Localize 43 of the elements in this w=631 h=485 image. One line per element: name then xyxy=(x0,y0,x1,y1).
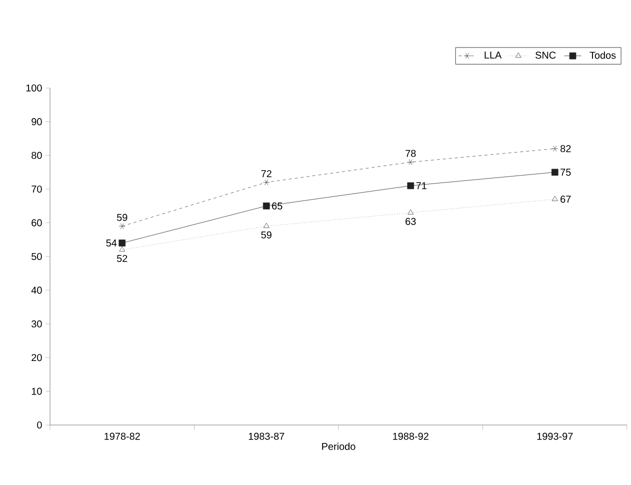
point xyxy=(551,168,558,176)
point xyxy=(263,222,270,228)
data-label: 71 xyxy=(416,182,426,190)
data-label: 75 xyxy=(560,168,571,176)
data-label: 65 xyxy=(272,202,282,210)
data-label: 82 xyxy=(560,145,571,152)
y-tick-label: 90 xyxy=(32,118,42,126)
point xyxy=(551,146,558,152)
y-tick-label: 20 xyxy=(32,354,42,362)
point xyxy=(407,159,414,166)
point xyxy=(408,209,414,214)
point xyxy=(118,240,126,246)
y-tick-label: 70 xyxy=(32,186,42,193)
point xyxy=(407,182,414,190)
data-label: 59 xyxy=(261,231,272,238)
y-tick-label: 60 xyxy=(32,219,42,226)
data-label: 54 xyxy=(106,240,117,246)
x-tick-label: 1988-92 xyxy=(393,432,428,440)
legend-label: LLA xyxy=(484,52,502,59)
y-tick-label: 10 xyxy=(32,388,42,395)
y-tick-label: 100 xyxy=(26,84,42,92)
y-tick-label: 50 xyxy=(32,252,42,260)
x-tick-label: 1993-97 xyxy=(537,432,573,440)
legend-label: SNC xyxy=(536,52,556,59)
x-tick-label: 1978-82 xyxy=(104,432,140,440)
point xyxy=(552,196,558,202)
data-label: 63 xyxy=(406,218,416,225)
y-tick-label: 40 xyxy=(31,286,42,294)
data-label: 78 xyxy=(406,150,416,157)
y-tick-label: 0 xyxy=(37,421,42,429)
legend-label: Todos xyxy=(590,52,616,59)
point xyxy=(119,246,126,252)
x-axis-title: Periodo xyxy=(322,442,356,450)
y-tick-label: 30 xyxy=(32,320,42,328)
point xyxy=(118,223,126,230)
y-tick-label: 80 xyxy=(32,152,42,159)
data-label: 72 xyxy=(261,170,272,178)
data-label: 67 xyxy=(560,196,571,203)
x-tick-label: 1983-87 xyxy=(248,432,284,440)
data-label: 52 xyxy=(116,254,128,262)
data-label: 59 xyxy=(116,214,128,221)
point xyxy=(262,202,270,210)
point xyxy=(262,179,270,186)
